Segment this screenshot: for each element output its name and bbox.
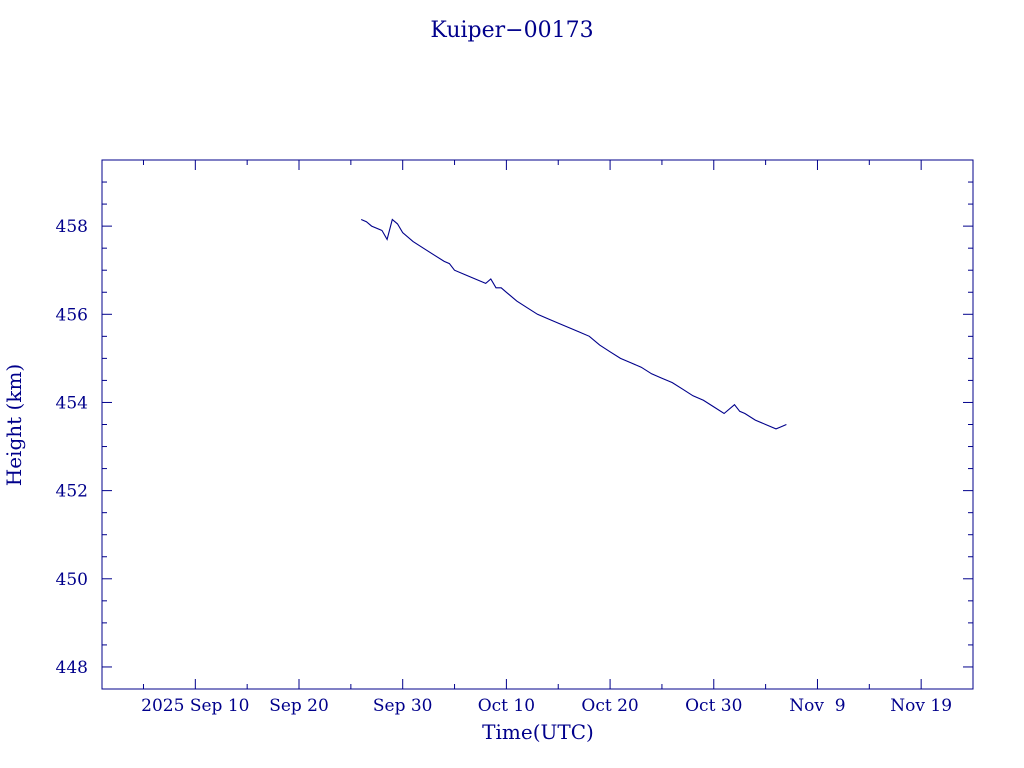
y-tick-label: 458 xyxy=(56,217,88,237)
x-tick-label: Oct 30 xyxy=(685,696,742,716)
y-tick-label: 456 xyxy=(56,305,88,325)
x-tick-label: Sep 20 xyxy=(269,696,329,716)
x-tick-label: Oct 10 xyxy=(478,696,535,716)
chart-title: Kuiper−00173 xyxy=(430,18,593,43)
x-tick-label: Nov 9 xyxy=(789,696,845,716)
y-tick-label: 448 xyxy=(56,658,88,678)
y-tick-label: 454 xyxy=(56,393,88,413)
axis-ticks xyxy=(102,159,974,689)
x-tick-label: Nov 19 xyxy=(890,696,952,716)
series-line xyxy=(360,218,787,430)
plot-frame xyxy=(101,159,974,690)
x-tick-label: Oct 20 xyxy=(581,696,638,716)
y-tick-label: 450 xyxy=(56,570,88,590)
y-tick-labels: 448 450 452 454 456 458 xyxy=(56,217,88,678)
x-axis-label: Time(UTC) xyxy=(482,720,594,744)
y-tick-label: 452 xyxy=(56,482,88,502)
x-tick-label: Sep 30 xyxy=(373,696,433,716)
x-tick-labels: 2025 Sep 10 Sep 20 Sep 30 Oct 10 Oct 20 Oct 3… xyxy=(141,696,952,716)
x-tick-label: 2025 Sep 10 xyxy=(141,696,249,716)
y-axis-label: Height (km) xyxy=(2,364,26,486)
